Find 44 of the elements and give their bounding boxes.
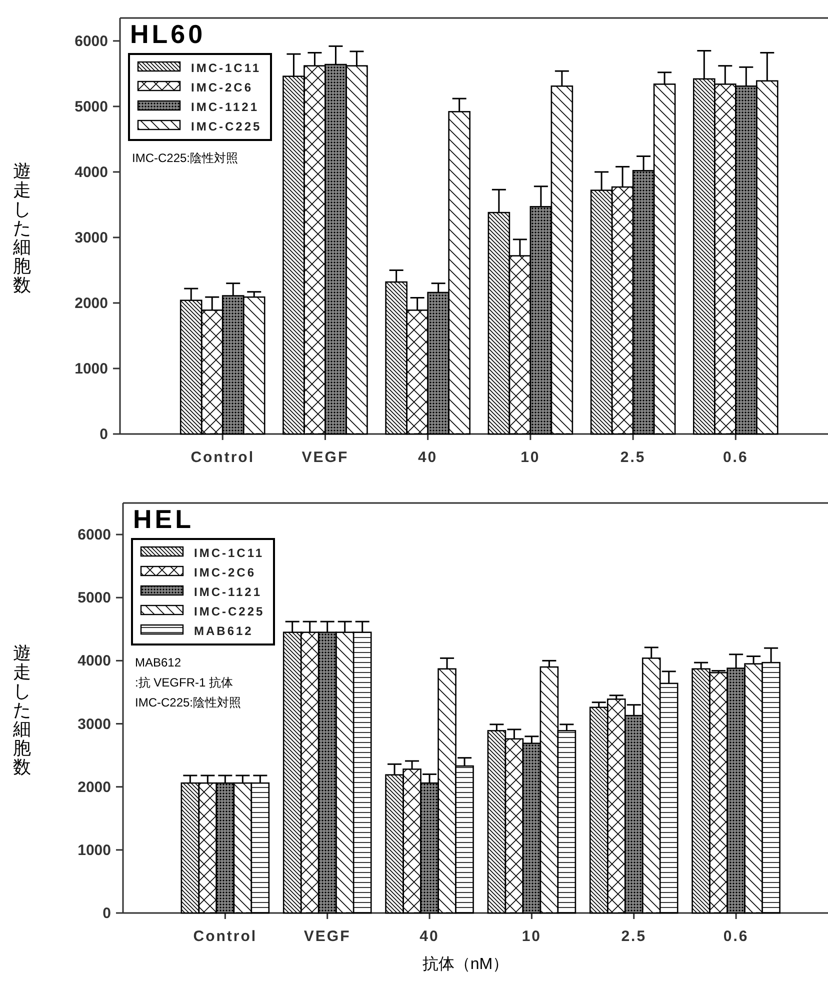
y-axis-title: 遊走した細胞数 xyxy=(12,643,31,777)
x-tick-label: 40 xyxy=(420,928,440,945)
annotation: MAB612 xyxy=(135,656,182,670)
x-tick-label: 10 xyxy=(522,928,542,945)
x-tick-label: 10 xyxy=(520,449,540,466)
x-tick-label: VEGF xyxy=(302,449,349,466)
x-tick-label: 2.5 xyxy=(620,449,646,466)
y-tick-label: 5000 xyxy=(74,98,108,116)
x-tick-label: 0.6 xyxy=(722,449,748,466)
x-tick-label: 0.6 xyxy=(723,928,749,945)
y-tick-label: 2000 xyxy=(78,778,111,796)
y-tick-label: 6000 xyxy=(74,32,108,50)
x-tick-label: Control xyxy=(193,928,258,945)
annotation: :抗 VEGFR-1 抗体 xyxy=(135,676,234,690)
legend-label: MAB612 xyxy=(194,624,254,638)
y-tick-label: 1000 xyxy=(74,360,108,378)
legend-label: IMC-C225 xyxy=(191,120,262,134)
y-tick-label: 6000 xyxy=(78,526,111,544)
x-tick-label: Control xyxy=(190,449,255,466)
x-tick-label: 40 xyxy=(418,449,438,466)
x-tick-label: 2.5 xyxy=(621,928,647,945)
legend-label: IMC-1C11 xyxy=(191,61,262,75)
y-tick-label: 0 xyxy=(100,426,108,443)
legend-label: IMC-1121 xyxy=(194,585,262,599)
chart-title: HL60 xyxy=(130,19,206,49)
y-axis-title: 遊走した細胞数 xyxy=(12,161,31,295)
legend-label: IMC-1121 xyxy=(191,100,260,114)
annotation: IMC-C225:陰性対照 xyxy=(132,151,238,165)
y-tick-label: 0 xyxy=(102,905,111,922)
y-tick-label: 1000 xyxy=(78,842,111,859)
legend-label: IMC-1C11 xyxy=(194,546,264,560)
legend-label: IMC-2C6 xyxy=(194,566,256,580)
x-axis-title: 抗体（nM） xyxy=(422,955,509,973)
x-tick-label: VEGF xyxy=(304,928,351,945)
legend-label: IMC-C225 xyxy=(194,604,265,618)
annotation: IMC-C225:陰性対照 xyxy=(135,696,242,710)
y-tick-label: 2000 xyxy=(74,294,108,312)
y-tick-label: 4000 xyxy=(74,164,108,181)
legend-label: IMC-2C6 xyxy=(191,80,254,94)
y-tick-label: 4000 xyxy=(78,652,111,670)
y-tick-label: 3000 xyxy=(78,716,111,733)
y-tick-label: 5000 xyxy=(78,590,111,607)
chart-title: HEL xyxy=(133,504,194,534)
y-tick-label: 3000 xyxy=(74,229,108,246)
